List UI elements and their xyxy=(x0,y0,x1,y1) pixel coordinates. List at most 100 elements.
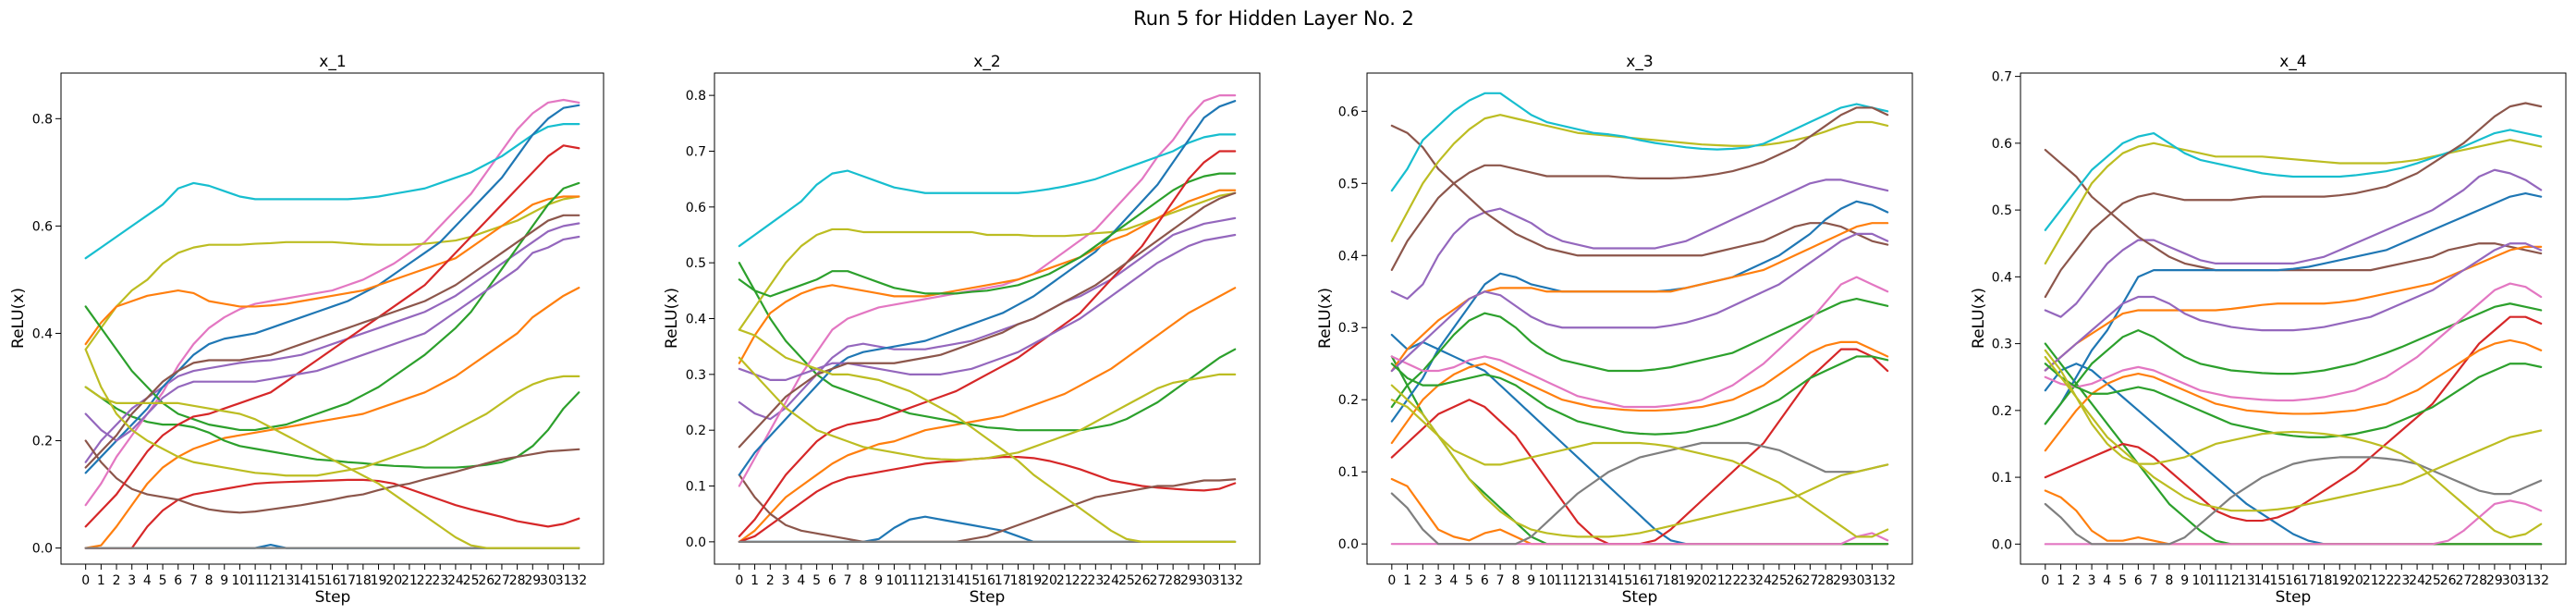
series-line-15 xyxy=(2044,102,2543,299)
y-tick-label: 0.7 xyxy=(686,144,706,159)
series-line-12 xyxy=(84,181,580,432)
x-tick-label: 20 xyxy=(1693,573,1710,588)
series-line-6 xyxy=(738,94,1237,487)
y-tick-label: 0.4 xyxy=(1992,270,2012,285)
series-line-7 xyxy=(2044,456,2543,546)
x-tick-label: 6 xyxy=(174,573,182,588)
x-tick-label: 16 xyxy=(2285,573,2301,588)
x-tick-label: 15 xyxy=(963,573,980,588)
x-tick-label: 5 xyxy=(159,573,167,588)
x-tick-label: 3 xyxy=(1435,573,1443,588)
x-tick-label: 5 xyxy=(812,573,821,588)
x-tick-label: 4 xyxy=(1449,573,1458,588)
x-tick-label: 16 xyxy=(979,573,995,588)
subplot-title: x_2 xyxy=(973,53,1000,71)
x-tick-label: 5 xyxy=(2118,573,2127,588)
series-line-17 xyxy=(738,356,1237,461)
y-axis-label: ReLU(x) xyxy=(1970,288,1988,349)
series-line-1 xyxy=(84,287,580,549)
x-tick-label: 23 xyxy=(2393,573,2410,588)
x-tick-label: 7 xyxy=(1496,573,1505,588)
series-line-4 xyxy=(1390,178,1889,301)
x-tick-label: 10 xyxy=(1539,573,1556,588)
series-line-10 xyxy=(2044,191,2543,425)
subplot-x1: x_1 Step ReLU(x) 0 1 2 3 4 5 6 7 8 9 1011121314151… xyxy=(9,53,604,607)
x-tick-label: 14 xyxy=(2254,573,2271,588)
x-tick-label: 2 xyxy=(1419,573,1427,588)
x-tick-label: 28 xyxy=(2471,573,2487,588)
series-line-1 xyxy=(738,287,1237,543)
x-tick-label: 22 xyxy=(417,573,433,588)
x-tick-label: 30 xyxy=(1196,573,1213,588)
plot-border xyxy=(714,72,1261,565)
x-tick-label: 14 xyxy=(293,573,310,588)
series-line-17 xyxy=(84,348,580,477)
x-tick-label: 6 xyxy=(828,573,836,588)
subplot-x2: x_2 Step ReLU(x) 0 1 2 3 4 5 6 7 8 9 1011121314151… xyxy=(663,53,1261,607)
plot-border xyxy=(60,72,604,565)
series-line-8 xyxy=(84,195,580,351)
x-tick-label: 8 xyxy=(2165,573,2173,588)
y-tick-label: 0.0 xyxy=(1992,537,2012,552)
y-tick-label: 0.2 xyxy=(1338,393,1359,408)
x-tick-label: 18 xyxy=(1010,573,1027,588)
x-tick-label: 1 xyxy=(97,573,105,588)
x-tick-label: 16 xyxy=(324,573,341,588)
y-tick-label: 0.6 xyxy=(32,219,53,234)
y-tick-label: 0.2 xyxy=(686,424,706,438)
x-tick-label: 9 xyxy=(220,573,228,588)
series-line-18 xyxy=(1390,399,1889,538)
x-tick-label: 6 xyxy=(1481,573,1489,588)
x-tick-label: 3 xyxy=(2088,573,2096,588)
x-tick-label: 0 xyxy=(2041,573,2049,588)
x-tick-label: 30 xyxy=(2502,573,2519,588)
x-tick-label: 11 xyxy=(1554,573,1570,588)
x-tick-label: 13 xyxy=(2239,573,2255,588)
series-lines xyxy=(84,98,580,549)
y-tick-label: 0.6 xyxy=(1992,137,2012,152)
y-tick-label: 0.4 xyxy=(1338,249,1359,264)
x-tick-label: 12 xyxy=(262,573,279,588)
x-tick-label: 26 xyxy=(2440,573,2457,588)
series-line-3 xyxy=(84,478,580,549)
x-tick-label: 15 xyxy=(1616,573,1632,588)
x-tick-label: 2 xyxy=(766,573,775,588)
series-line-4 xyxy=(738,216,1237,421)
x-tick-label: 0 xyxy=(735,573,743,588)
x-tick-label: 3 xyxy=(128,573,136,588)
x-tick-label: 0 xyxy=(1387,573,1396,588)
x-axis-label: Step xyxy=(1622,588,1658,607)
y-tick-label: 0.4 xyxy=(32,326,53,341)
x-tick-label: 9 xyxy=(874,573,883,588)
x-tick-label: 18 xyxy=(355,573,372,588)
x-tick-label: 32 xyxy=(2533,573,2549,588)
series-line-18 xyxy=(2044,349,2543,539)
x-tick-label: 27 xyxy=(494,573,510,588)
x-tick-label: 12 xyxy=(1569,573,1586,588)
series-line-13 xyxy=(84,144,580,528)
x-tick-label: 27 xyxy=(1149,573,1166,588)
subplot-title: x_1 xyxy=(319,53,346,71)
series-line-11 xyxy=(84,195,580,346)
y-axis-label: ReLU(x) xyxy=(9,288,28,349)
x-tick-label: 19 xyxy=(371,573,387,588)
x-tick-label: 1 xyxy=(2057,573,2065,588)
x-tick-label: 28 xyxy=(509,573,526,588)
x-tick-label: 7 xyxy=(189,573,198,588)
x-tick-label: 22 xyxy=(2378,573,2395,588)
x-tick-label: 32 xyxy=(570,573,587,588)
x-tick-label: 27 xyxy=(1801,573,1818,588)
x-tick-label: 9 xyxy=(2180,573,2189,588)
series-line-5 xyxy=(1390,124,1889,257)
series-line-10 xyxy=(738,100,1237,476)
y-tick-label: 0.0 xyxy=(1338,537,1359,552)
series-line-5 xyxy=(738,474,1237,543)
series-line-12 xyxy=(1390,297,1889,409)
y-tick-label: 0.0 xyxy=(32,542,53,557)
x-tick-label: 24 xyxy=(1755,573,1772,588)
x-tick-label: 25 xyxy=(463,573,480,588)
x-tick-label: 8 xyxy=(205,573,214,588)
x-tick-label: 21 xyxy=(1056,573,1073,588)
series-line-16 xyxy=(2044,338,2543,452)
